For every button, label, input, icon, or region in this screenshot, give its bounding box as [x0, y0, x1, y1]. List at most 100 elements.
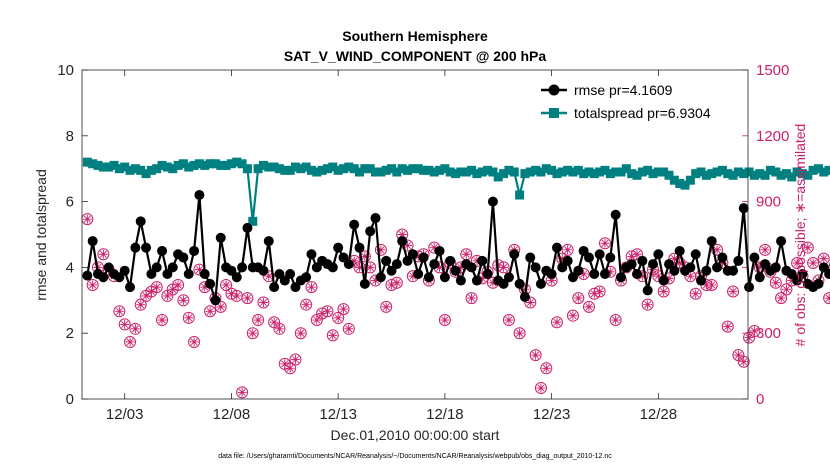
- rmse-point: [439, 272, 450, 283]
- totalspread-point: [595, 167, 605, 177]
- obs-circle: [326, 329, 339, 342]
- obs-point: [524, 296, 537, 309]
- obs-point: [775, 292, 788, 305]
- rmse-point: [381, 255, 392, 266]
- totalspread-point: [317, 165, 327, 175]
- rmse-point: [455, 275, 466, 286]
- totalspread-point: [381, 165, 391, 175]
- legend-rmse-label: rmse pr=4.1609: [574, 82, 673, 98]
- obs-point: [129, 322, 142, 335]
- totalspread-point: [733, 167, 743, 177]
- rmse-point: [125, 282, 136, 293]
- obs-asterisk: [237, 387, 247, 397]
- obs-asterisk: [333, 313, 343, 323]
- obs-asterisk: [392, 278, 402, 288]
- totalspread-point: [696, 167, 706, 177]
- obs-asterisk: [531, 350, 541, 360]
- rmse-point: [776, 236, 787, 247]
- rmse-point: [733, 255, 744, 266]
- rmse-point: [648, 259, 659, 270]
- rmse-point: [728, 265, 739, 276]
- totalspread-point: [424, 165, 434, 175]
- totalspread-point: [621, 164, 631, 174]
- obs-circle: [593, 285, 606, 298]
- obs-point: [204, 305, 217, 318]
- obs-circle: [182, 311, 195, 324]
- totalspread-point: [360, 164, 370, 174]
- rmse-point: [199, 268, 210, 279]
- obs-point: [497, 261, 510, 274]
- obs-circle: [321, 305, 334, 318]
- rmse-point: [610, 209, 621, 220]
- obs-point: [150, 281, 163, 294]
- obs-point: [294, 327, 307, 340]
- totalspread-point: [771, 167, 781, 177]
- totalspread-point: [413, 164, 423, 174]
- obs-asterisk: [707, 280, 717, 290]
- obs-point: [460, 248, 473, 261]
- obs-circle: [828, 263, 830, 272]
- rmse-point: [343, 259, 354, 270]
- totalspread-point: [659, 167, 669, 177]
- obs-asterisk: [312, 315, 322, 325]
- obs-circle: [364, 261, 377, 274]
- totalspread-point: [755, 169, 765, 179]
- obs-asterisk: [184, 313, 194, 323]
- rmse-point: [749, 252, 760, 263]
- obs-point: [241, 292, 254, 305]
- chart-subtitle: SAT_V_WIND_COMPONENT @ 200 hPa: [284, 48, 547, 64]
- obs-asterisk: [525, 297, 535, 307]
- obs-point: [705, 278, 718, 291]
- obs-circle: [204, 305, 217, 318]
- rmse-point: [562, 255, 573, 266]
- totalspread-point: [274, 164, 284, 174]
- totalspread-point: [589, 169, 599, 179]
- rmse-point: [477, 255, 488, 266]
- totalspread-point: [226, 159, 236, 169]
- obs-point: [631, 248, 643, 261]
- y-tick-label: 10: [57, 62, 74, 79]
- totalspread-point: [691, 169, 701, 179]
- totalspread-point: [130, 164, 140, 174]
- totalspread-point: [109, 160, 119, 170]
- totalspread-point: [173, 160, 183, 170]
- obs-circle: [823, 292, 830, 305]
- obs-asterisk: [643, 300, 653, 310]
- rmse-point: [231, 272, 242, 283]
- obs-circle: [791, 257, 804, 270]
- obs-asterisk: [739, 357, 749, 367]
- rmse-point: [712, 262, 723, 273]
- totalspread-point: [285, 165, 295, 175]
- obs-circle: [513, 327, 526, 340]
- totalspread-point: [237, 159, 247, 169]
- rmse-point: [397, 236, 408, 247]
- obs-point: [465, 292, 478, 305]
- obs-point: [300, 298, 313, 311]
- obs-point: [566, 309, 579, 322]
- obs-circle: [561, 243, 574, 256]
- obs-asterisk: [338, 304, 348, 314]
- obs-asterisk: [563, 245, 573, 255]
- rmse-point: [797, 268, 808, 279]
- obs-asterisk: [461, 249, 471, 259]
- obs-asterisk: [547, 276, 557, 286]
- obs-circle: [177, 294, 190, 307]
- totalspread-point: [531, 165, 541, 175]
- obs-circle: [129, 322, 142, 335]
- obs-asterisk: [440, 315, 450, 325]
- obs-circle: [150, 281, 163, 294]
- obs-point: [321, 305, 334, 318]
- legend-spread-label: totalspread pr=6.9304: [574, 105, 711, 121]
- obs-circle: [689, 287, 702, 300]
- y-tick-label: 0: [66, 391, 74, 408]
- obs-asterisk: [723, 322, 733, 332]
- totalspread-point: [445, 167, 455, 177]
- totalspread-point: [605, 169, 615, 179]
- totalspread-point: [93, 160, 103, 170]
- rmse-point: [370, 213, 381, 224]
- totalspread-point: [557, 167, 567, 177]
- obs-circle: [118, 318, 131, 331]
- rmse-point: [210, 295, 221, 306]
- obs-circle: [727, 285, 740, 298]
